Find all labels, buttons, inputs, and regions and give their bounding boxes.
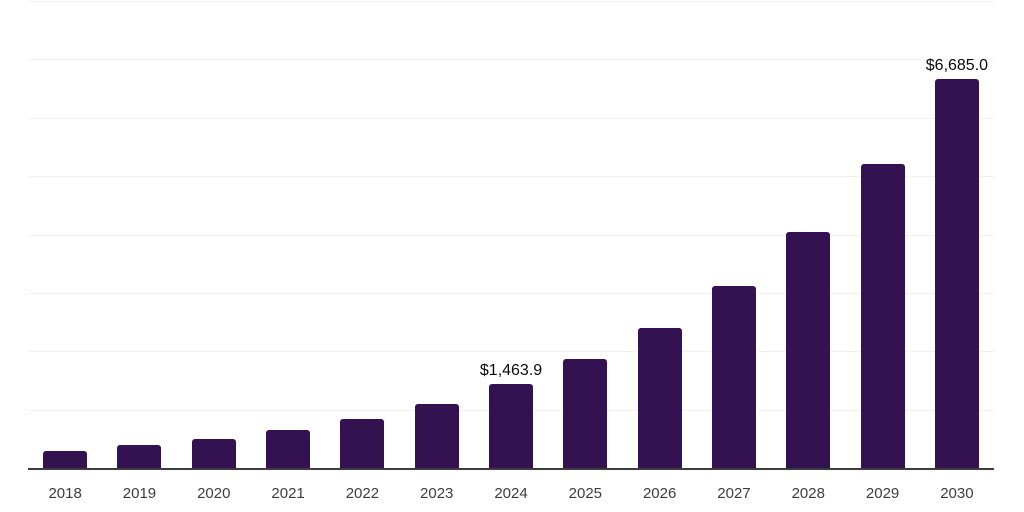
bar-slot-2022 — [325, 2, 399, 469]
bar-2025 — [563, 358, 608, 469]
bar-2020 — [191, 439, 236, 469]
bar-slot-2021 — [251, 2, 325, 469]
bar-2026 — [637, 327, 682, 469]
bar-slot-2019 — [102, 2, 176, 469]
x-tick-label-2021: 2021 — [271, 485, 305, 502]
x-axis-line — [28, 468, 994, 470]
bar-slot-2030: $6,685.0 — [920, 2, 994, 469]
x-tick-label-2027: 2027 — [717, 485, 751, 502]
x-tick-label-2024: 2024 — [494, 485, 528, 502]
plot-area: $1,463.9 $6,685.0 — [28, 1, 994, 470]
bar-slot-2027 — [697, 2, 771, 469]
gridline-8000 — [28, 1, 994, 2]
x-axis-labels: 2018 2019 2020 2021 2022 2023 2024 2025 2026 2027… — [28, 471, 994, 501]
gridline-6000 — [28, 117, 994, 119]
x-tick-label-2023: 2023 — [420, 485, 454, 502]
bars-row: $1,463.9 $6,685.0 — [28, 2, 994, 469]
bar-slot-2020 — [177, 2, 251, 469]
bar-2023 — [414, 404, 459, 469]
bar-value-label-2030: $6,685.0 — [925, 56, 989, 74]
gridline-2000 — [28, 351, 994, 353]
bar-2022 — [340, 419, 385, 469]
bar-slot-2018 — [28, 2, 102, 469]
x-tick-label-2026: 2026 — [642, 485, 677, 502]
gridline-4000 — [28, 234, 994, 236]
x-tick-label-2025: 2025 — [568, 485, 603, 502]
bar-2030: $6,685.0 — [926, 57, 988, 469]
bar-value-label-2024: $1,463.9 — [479, 361, 543, 379]
x-tick-label-2029: 2029 — [865, 485, 900, 502]
x-tick-label-2020: 2020 — [197, 485, 231, 502]
bar-2027 — [711, 285, 756, 469]
gridline-5000 — [28, 176, 994, 178]
bar-slot-2025 — [548, 2, 622, 469]
gridline-7000 — [28, 59, 994, 61]
x-tick-label-2019: 2019 — [122, 485, 157, 502]
x-tick-label-2022: 2022 — [345, 485, 380, 502]
gridline-3000 — [28, 292, 994, 294]
x-tick-label-2028: 2028 — [791, 485, 825, 502]
bar-slot-2028 — [771, 2, 845, 469]
bar-slot-2029 — [845, 2, 919, 469]
bar-2018 — [43, 450, 88, 469]
bar-2021 — [266, 430, 311, 469]
bar-2029 — [860, 164, 905, 469]
bar-slot-2023 — [400, 2, 474, 469]
bar-2028 — [786, 232, 831, 469]
x-tick-label-2030: 2030 — [940, 485, 974, 502]
bar-slot-2026 — [623, 2, 697, 469]
bar-2019 — [117, 444, 162, 469]
bar-slot-2024: $1,463.9 — [474, 2, 548, 469]
x-tick-label-2018: 2018 — [48, 485, 82, 502]
bar-2024: $1,463.9 — [480, 362, 542, 469]
